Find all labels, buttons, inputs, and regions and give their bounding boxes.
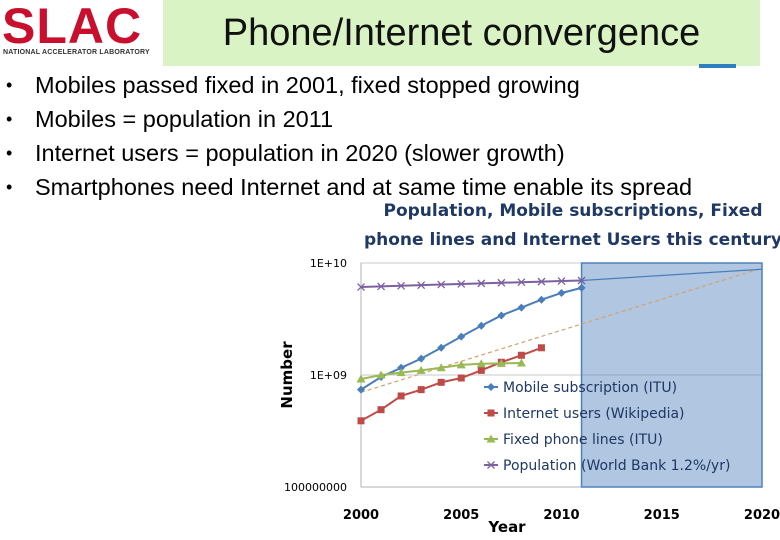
bullet-list: • Mobiles passed fixed in 2001, fixed sto… [0,68,692,204]
x-tick-label: 2015 [644,508,680,523]
bullet-item: • Smartphones need Internet and at same t… [0,170,692,204]
bullet-text: Mobiles passed fixed in 2001, fixed stop… [35,72,580,98]
chart-title-line: Population, Mobile subscriptions, Fixed [383,201,763,221]
bullet-text: Mobiles = population in 2011 [35,106,334,132]
x-axis-label: Year [487,518,526,536]
data-point [477,279,486,288]
data-point [357,385,365,394]
bullet-dot-icon: • [6,75,13,95]
legend-label: Internet users (Wikipedia) [503,406,685,422]
data-point [457,279,466,288]
data-point [476,359,486,368]
data-point [537,344,545,352]
slide-title: Phone/Internet convergence [222,12,701,54]
y-tick-label: 100000000 [284,481,347,494]
data-point [437,280,446,289]
chart-title: Population, Mobile subscriptions, Fixed … [358,197,780,255]
legend-marker-icon [486,434,496,443]
bullet-item: • Mobiles = population in 2011 [0,102,692,136]
data-point [496,358,506,367]
legend-marker-icon [487,461,495,469]
bullet-item: • Mobiles passed fixed in 2001, fixed sto… [0,68,692,102]
data-point [417,386,425,394]
data-point [417,281,426,290]
data-point [357,417,365,425]
data-point [376,370,386,379]
data-point [377,282,386,291]
slac-logo: SLAC NATIONAL ACCELERATOR LABORATORY [2,0,160,62]
data-point [537,277,546,286]
data-point [397,363,406,372]
legend-marker-icon [487,383,495,391]
data-point [497,311,506,320]
bullet-dot-icon: • [6,109,13,129]
bullet-text: Smartphones need Internet and at same ti… [35,174,693,200]
data-point [397,281,406,290]
bullet-item: • Internet users = population in 2020 (sl… [0,136,692,170]
chart-title-line: phone lines and Internet Users this cent… [363,230,780,250]
data-point [397,392,405,400]
y-tick-label: 1E+10 [310,257,347,270]
population-extension [581,268,763,282]
highlight-region [580,262,763,488]
legend-label: Mobile subscription (ITU) [503,380,677,396]
data-point [577,283,586,292]
y-tick-label: 1E+09 [310,369,347,382]
x-tick-label: 2020 [744,508,780,523]
data-point [436,363,446,372]
data-point [517,303,526,312]
data-point [557,288,566,297]
logo-wordmark: SLAC [2,0,143,54]
series-line [360,279,582,289]
data-point [456,360,466,369]
data-point [417,354,426,363]
data-point [497,278,506,287]
data-point [557,277,566,286]
series-line [360,346,542,422]
data-point [437,343,446,352]
data-point [517,278,526,287]
series-line [360,286,582,391]
x-tick-label: 2010 [543,508,579,523]
data-point [477,366,485,374]
bullet-dot-icon: • [6,177,13,197]
data-point [357,283,365,292]
x-tick-label: 2005 [443,508,479,523]
accent-bar [699,64,736,68]
logo-subtitle: NATIONAL ACCELERATOR LABORATORY [3,49,150,56]
data-point [457,374,465,382]
data-point [416,365,426,374]
data-point [516,358,526,367]
data-point [457,332,466,341]
legend-label: Population (World Bank 1.2%/yr) [503,458,730,474]
x-tick-label: 2000 [343,508,379,523]
bullet-dot-icon: • [6,143,13,163]
title-band [163,0,760,66]
legend-label: Fixed phone lines (ITU) [503,432,663,448]
data-point [356,374,366,383]
data-point [537,295,546,304]
legend-marker-icon [487,409,495,417]
data-point [477,321,486,330]
data-point [517,351,525,359]
data-point [437,378,445,386]
y-axis-label: Number [278,341,296,409]
data-point [396,368,406,377]
data-point [377,406,385,414]
bullet-text: Internet users = population in 2020 (slo… [35,140,565,166]
